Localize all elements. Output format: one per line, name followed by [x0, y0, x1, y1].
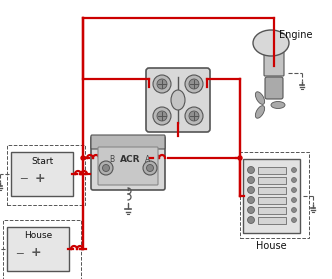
Circle shape [291, 187, 296, 193]
Ellipse shape [255, 92, 265, 104]
Circle shape [185, 75, 203, 93]
Ellipse shape [171, 90, 185, 110]
Circle shape [247, 217, 255, 223]
Circle shape [153, 75, 171, 93]
FancyBboxPatch shape [7, 227, 69, 271]
Circle shape [99, 161, 113, 175]
Circle shape [157, 79, 167, 89]
FancyBboxPatch shape [267, 42, 281, 60]
Circle shape [291, 218, 296, 222]
Text: ACR: ACR [120, 155, 140, 165]
Text: A: A [145, 155, 151, 165]
FancyBboxPatch shape [11, 152, 73, 196]
Circle shape [157, 111, 167, 121]
Circle shape [81, 156, 85, 160]
Circle shape [291, 167, 296, 172]
Ellipse shape [271, 102, 285, 109]
Circle shape [247, 206, 255, 213]
Bar [258, 217, 286, 223]
Text: House: House [24, 232, 52, 240]
Ellipse shape [255, 106, 265, 118]
FancyBboxPatch shape [243, 159, 300, 233]
Circle shape [291, 198, 296, 203]
Text: +: + [35, 172, 45, 184]
Circle shape [247, 177, 255, 184]
Circle shape [103, 165, 110, 172]
Text: +: + [31, 247, 41, 259]
Text: ─: ─ [17, 248, 23, 258]
Text: B: B [110, 155, 115, 165]
Bar [258, 177, 286, 184]
Circle shape [247, 167, 255, 174]
FancyBboxPatch shape [98, 147, 158, 185]
Text: ─: ─ [21, 173, 27, 183]
Circle shape [143, 161, 157, 175]
Circle shape [185, 107, 203, 125]
FancyBboxPatch shape [146, 68, 210, 132]
Bar [258, 206, 286, 213]
FancyBboxPatch shape [265, 77, 283, 99]
Bar [258, 196, 286, 203]
Circle shape [238, 156, 242, 160]
Circle shape [153, 107, 171, 125]
Text: House: House [256, 241, 287, 251]
FancyBboxPatch shape [264, 52, 284, 76]
Circle shape [291, 208, 296, 213]
Bar [258, 167, 286, 174]
Bar [258, 186, 286, 194]
Circle shape [189, 111, 199, 121]
Text: Engine: Engine [279, 30, 313, 40]
Circle shape [146, 165, 153, 172]
Ellipse shape [253, 30, 289, 56]
FancyBboxPatch shape [91, 135, 165, 149]
Circle shape [291, 177, 296, 182]
Circle shape [189, 79, 199, 89]
FancyBboxPatch shape [91, 136, 165, 190]
Circle shape [247, 186, 255, 194]
Circle shape [247, 196, 255, 203]
Text: Start: Start [31, 157, 53, 165]
